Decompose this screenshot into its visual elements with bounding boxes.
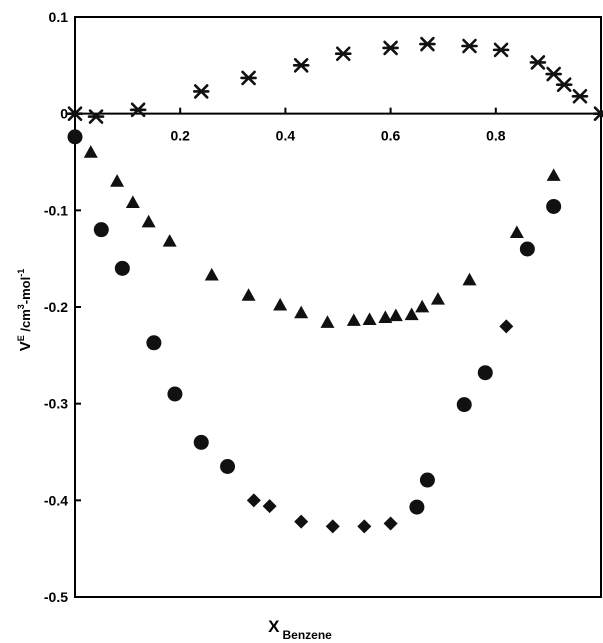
y-axis-title-mol: -mol xyxy=(18,277,33,304)
y-tick-label: -0.4 xyxy=(44,492,68,508)
x-axis-title-sub: Benzene xyxy=(282,628,332,642)
star-point xyxy=(461,38,478,54)
y-tick-label: -0.3 xyxy=(44,396,68,412)
y-axis-title-p3: 3 xyxy=(16,304,26,309)
star-point xyxy=(592,106,603,121)
circle-point xyxy=(146,335,162,351)
star-point xyxy=(419,36,436,52)
circle-point xyxy=(477,365,493,381)
diamond-point xyxy=(325,519,340,534)
circle-point xyxy=(409,499,425,515)
y-tick-label: 0.1 xyxy=(49,9,69,25)
triangle-point xyxy=(141,214,156,228)
diamond-point xyxy=(294,514,309,529)
circle-point xyxy=(456,397,472,413)
triangle-point xyxy=(546,168,561,181)
circle-point xyxy=(93,222,109,238)
star-point xyxy=(240,70,257,86)
star-point xyxy=(555,77,573,92)
diamond-point xyxy=(383,516,398,531)
triangle-point xyxy=(462,272,477,286)
triangle-point xyxy=(125,195,140,208)
circle-point xyxy=(193,434,209,450)
star-point xyxy=(492,42,510,58)
triangle-point xyxy=(378,310,393,324)
star-point xyxy=(129,102,147,118)
circle-point xyxy=(519,241,535,257)
star-point xyxy=(571,88,589,104)
axis-ticks xyxy=(75,16,497,598)
circle-point xyxy=(419,472,435,488)
circle-point xyxy=(114,260,130,276)
star-point xyxy=(66,106,84,121)
diamond-point xyxy=(499,319,514,334)
triangle-point xyxy=(294,305,309,319)
y-axis-title-pm1: -1 xyxy=(16,269,26,277)
y-tick-label: -0.1 xyxy=(44,202,68,218)
y-tick-label: -0.2 xyxy=(44,299,68,315)
triangle-point xyxy=(110,174,125,187)
x-tick-label: 0.6 xyxy=(381,128,401,144)
triangle-point xyxy=(83,145,98,158)
star-point xyxy=(334,46,352,62)
triangle-point xyxy=(320,315,335,328)
triangle-point xyxy=(241,288,256,301)
y-axis-title-unit: /cm xyxy=(18,309,33,335)
y-axis-title: VE /cm3-mol-1 xyxy=(16,269,34,352)
y-axis-title-v: V xyxy=(17,341,34,351)
triangle-point xyxy=(346,313,361,326)
diamond-series xyxy=(246,319,514,534)
x-axis-title-main: X xyxy=(268,617,280,636)
data-series xyxy=(66,36,603,534)
y-tick-label: 0 xyxy=(60,106,68,122)
x-tick-label: 0.4 xyxy=(276,128,296,144)
diamond-point xyxy=(357,519,372,534)
triangle-point xyxy=(430,292,445,305)
triangle-point xyxy=(273,297,288,311)
x-axis-title: X Benzene xyxy=(268,617,332,642)
triangle-point xyxy=(362,312,377,325)
circle-series xyxy=(67,129,562,515)
diamond-point xyxy=(262,499,277,514)
star-point xyxy=(192,84,210,99)
triangle-point xyxy=(388,308,403,322)
x-tick-label: 0.2 xyxy=(170,128,190,144)
star-point xyxy=(529,55,547,70)
triangle-series xyxy=(83,145,561,328)
triangle-point xyxy=(415,299,430,313)
triangle-point xyxy=(509,225,524,238)
tick-labels: 0.2 0.4 0.6 0.8 0.1 0 -0.1 -0.2 -0.3 -0.4 -0.5 xyxy=(44,9,506,605)
star-point xyxy=(292,58,310,73)
plot-frame xyxy=(74,16,602,598)
y-axis-title-e: E xyxy=(16,335,26,341)
star-series xyxy=(66,36,603,124)
x-tick-label: 0.8 xyxy=(486,128,506,144)
triangle-point xyxy=(204,267,219,281)
y-tick-label: -0.5 xyxy=(44,589,68,605)
star-point xyxy=(87,109,105,124)
circle-point xyxy=(220,459,236,474)
triangle-point xyxy=(404,307,419,321)
triangle-point xyxy=(162,234,177,247)
circle-point xyxy=(546,198,562,214)
circle-point xyxy=(67,129,83,145)
circle-point xyxy=(167,386,183,402)
plot-border xyxy=(74,16,602,598)
star-point xyxy=(382,40,399,56)
diamond-point xyxy=(246,493,261,508)
